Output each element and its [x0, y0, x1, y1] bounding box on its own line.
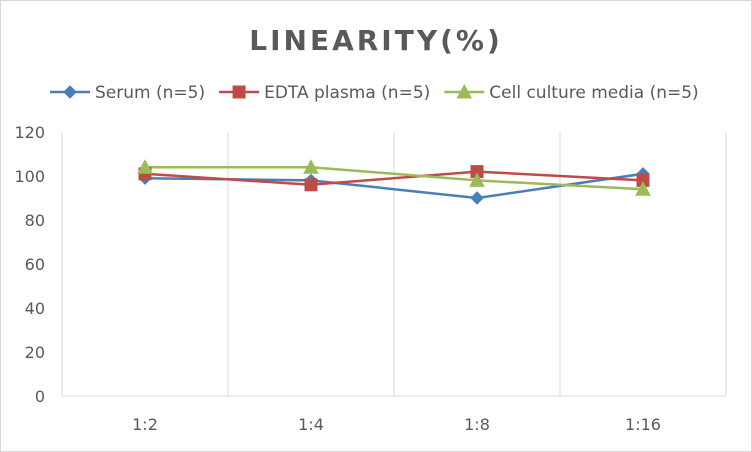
data-point — [635, 181, 651, 196]
legend-label: EDTA plasma (n=5) — [264, 83, 430, 103]
y-tick-label: 20 — [25, 343, 45, 362]
y-tick-label: 0 — [35, 387, 45, 406]
chart-series-lines — [144, 165, 644, 200]
data-point — [470, 191, 484, 205]
series-line-3 — [145, 165, 644, 191]
x-tick-label: 1:8 — [464, 415, 490, 434]
data-point — [137, 159, 153, 174]
y-tick-label: 120 — [14, 123, 45, 142]
legend-label: Serum (n=5) — [95, 83, 205, 103]
data-point — [303, 159, 319, 174]
legend-marker — [63, 85, 77, 99]
x-tick-label: 1:2 — [132, 415, 158, 434]
y-tick-label: 60 — [25, 255, 45, 274]
chart-gridlines — [61, 132, 727, 396]
legend-item: Cell culture media (n=5) — [444, 83, 699, 103]
series-line-2 — [144, 170, 644, 187]
data-point — [304, 178, 318, 192]
chart-series-markers — [137, 159, 651, 205]
legend-marker — [232, 85, 246, 99]
y-tick-label: 80 — [25, 211, 45, 230]
x-tick-label: 1:16 — [625, 415, 661, 434]
chart-legend: Serum (n=5) EDTA plasma (n=5) Cell culture… — [50, 83, 699, 103]
x-tick-label: 1:4 — [298, 415, 324, 434]
legend-item: Serum (n=5) — [50, 83, 205, 103]
y-tick-label: 40 — [25, 299, 45, 318]
data-point — [469, 172, 485, 187]
chart-title: LINEARITY(%) — [249, 24, 503, 57]
chart-axes: 0 20 40 60 80 100 120 1:2 1:4 1:8 1:16 — [14, 123, 726, 434]
legend-marker — [456, 83, 473, 99]
legend-item: EDTA plasma (n=5) — [219, 83, 430, 103]
y-tick-label: 100 — [14, 167, 45, 186]
legend-label: Cell culture media (n=5) — [489, 83, 698, 103]
